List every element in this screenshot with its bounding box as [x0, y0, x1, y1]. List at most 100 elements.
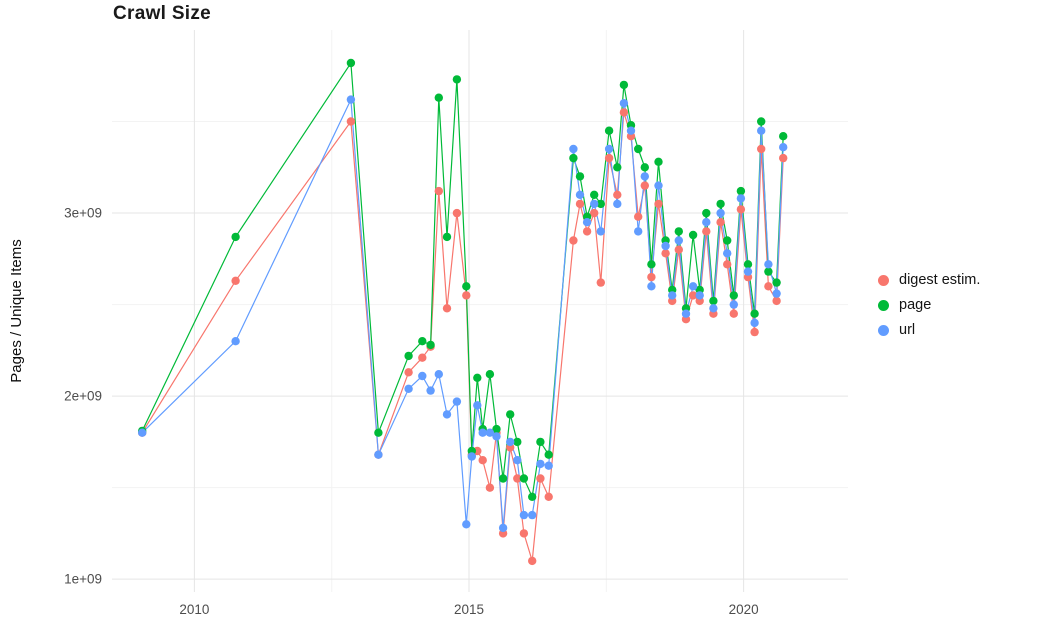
data-point-url [452, 397, 462, 406]
data-point-digest [485, 483, 495, 492]
data-point-page [536, 437, 545, 447]
data-point-url [374, 450, 383, 459]
data-point-url [674, 236, 683, 245]
data-point-page [723, 236, 732, 245]
legend-marker-digest-icon [878, 274, 889, 286]
data-point-url [404, 384, 413, 393]
data-point-url [473, 401, 482, 410]
data-point-url [634, 227, 643, 236]
legend-label-page: page [899, 297, 932, 313]
data-point-page [764, 267, 773, 276]
data-point-url [604, 144, 614, 154]
data-point-digest [779, 153, 788, 163]
data-point-page [404, 351, 413, 361]
data-point-digest [519, 529, 529, 538]
y-tick-label: 2e+09 [64, 389, 102, 404]
data-point-url [750, 318, 759, 328]
data-point-url [478, 428, 487, 437]
data-point-page [575, 172, 585, 181]
data-point-digest [736, 205, 746, 214]
data-point-digest [619, 108, 629, 117]
y-tick-label: 3e+09 [64, 206, 102, 221]
data-point-url [434, 370, 443, 379]
data-point-url [544, 461, 553, 470]
data-point-url [569, 144, 578, 154]
data-point-url [736, 194, 746, 203]
data-point-url [757, 126, 766, 135]
data-point-page [231, 232, 240, 242]
data-point-url [654, 181, 663, 190]
data-point-page [485, 370, 495, 379]
data-point-digest [640, 181, 649, 190]
data-point-page [544, 450, 553, 459]
data-point-page [519, 474, 529, 483]
x-tick-label: 2015 [454, 602, 484, 617]
data-point-url [596, 227, 605, 236]
data-point-page [674, 227, 683, 236]
data-point-url [426, 386, 435, 395]
data-point-page [462, 282, 471, 291]
data-point-url [661, 241, 670, 251]
data-point-page [640, 163, 649, 172]
data-point-digest [688, 291, 698, 300]
data-point-url [695, 291, 704, 300]
data-point-page [434, 93, 443, 102]
data-point-page [654, 157, 663, 166]
data-point-page [590, 190, 599, 199]
data-point-digest [613, 190, 622, 199]
data-point-url [681, 309, 691, 318]
data-point-page [688, 230, 698, 240]
data-point-url [626, 126, 636, 135]
data-point-page [716, 199, 725, 209]
data-point-digest [404, 368, 413, 377]
data-point-page [757, 117, 766, 126]
data-point-page [702, 208, 711, 218]
data-point-digest [654, 199, 663, 209]
data-point-digest [647, 272, 656, 282]
data-point-url [528, 510, 537, 520]
data-point-digest [536, 474, 545, 483]
data-point-digest [604, 153, 614, 163]
data-point-digest [478, 456, 487, 465]
data-point-url [462, 520, 471, 529]
data-point-digest [764, 282, 773, 291]
data-point-url [613, 199, 622, 209]
data-point-digest [513, 474, 522, 483]
data-point-url [709, 304, 718, 313]
data-point-url [492, 432, 501, 441]
data-point-page [506, 410, 515, 419]
data-point-page [750, 309, 759, 318]
data-point-url [418, 371, 427, 381]
data-point-page [528, 492, 537, 501]
data-point-page [619, 80, 629, 90]
data-point-url [582, 218, 592, 227]
data-point-url [231, 337, 240, 346]
legend-item-url: url [878, 322, 980, 338]
data-point-url [590, 199, 599, 209]
data-point-page [743, 260, 753, 269]
data-point-url [506, 437, 515, 447]
data-point-digest [569, 236, 578, 245]
legend: digest estim. page url [878, 272, 980, 338]
data-point-digest [575, 199, 585, 209]
data-point-url [467, 452, 476, 461]
legend-item-page: page [878, 297, 980, 313]
data-point-url [619, 99, 629, 108]
data-point-digest [674, 245, 683, 254]
data-point-digest [702, 227, 711, 236]
data-point-digest [452, 208, 462, 218]
data-point-page [772, 278, 781, 287]
data-point-digest [434, 186, 443, 196]
data-point-page [346, 58, 356, 68]
data-point-url [138, 428, 147, 437]
data-point-url [485, 428, 495, 437]
data-point-page [418, 337, 427, 346]
data-point-digest [729, 309, 738, 318]
legend-label-url: url [899, 322, 916, 338]
series-points-url [138, 95, 788, 533]
data-point-digest [716, 218, 725, 227]
data-point-url [346, 95, 356, 104]
chart-title: Crawl Size [113, 3, 212, 24]
data-point-digest [772, 296, 781, 306]
